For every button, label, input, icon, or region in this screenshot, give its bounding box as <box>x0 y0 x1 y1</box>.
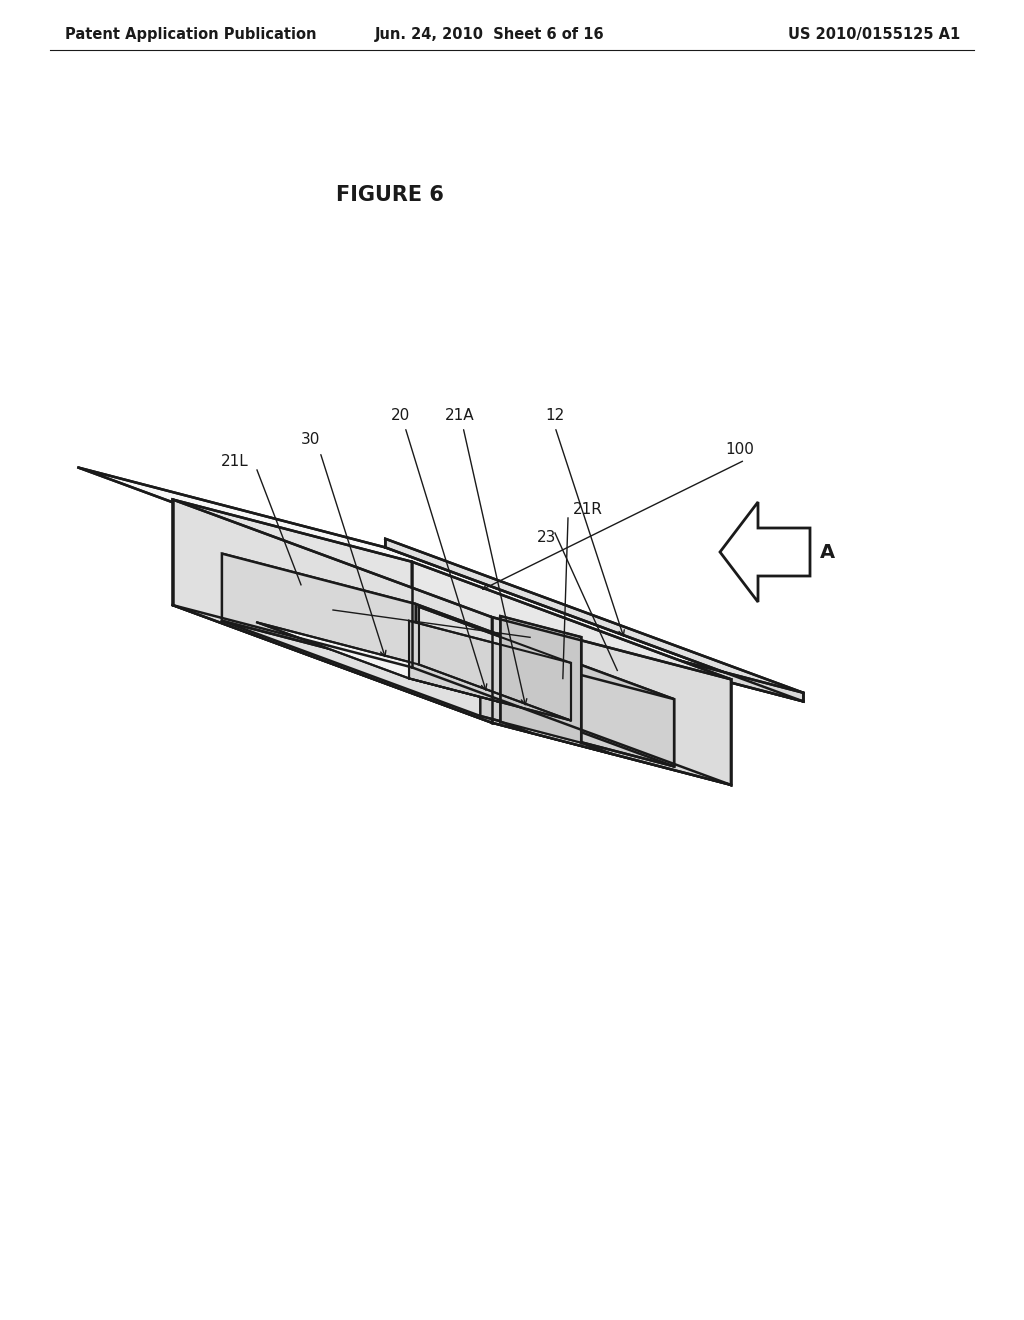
Text: 21L: 21L <box>221 454 249 470</box>
Polygon shape <box>720 502 810 602</box>
Polygon shape <box>222 553 674 700</box>
Text: 21B: 21B <box>310 615 340 630</box>
Text: 100: 100 <box>726 442 755 458</box>
Polygon shape <box>385 539 803 701</box>
Text: 21A: 21A <box>445 408 475 422</box>
Text: 30: 30 <box>300 433 319 447</box>
Polygon shape <box>173 499 412 668</box>
Polygon shape <box>492 618 731 785</box>
Polygon shape <box>480 649 674 767</box>
Polygon shape <box>222 553 416 671</box>
Polygon shape <box>409 620 570 721</box>
Text: Patent Application Publication: Patent Application Publication <box>65 28 316 42</box>
Polygon shape <box>501 616 581 743</box>
Text: 21R: 21R <box>573 503 603 517</box>
Polygon shape <box>79 467 803 701</box>
Text: 12: 12 <box>546 408 564 422</box>
Polygon shape <box>419 607 570 721</box>
Polygon shape <box>412 562 731 785</box>
Polygon shape <box>497 612 803 701</box>
Text: 20: 20 <box>390 408 410 422</box>
Text: US 2010/0155125 A1: US 2010/0155125 A1 <box>787 28 961 42</box>
Text: 23: 23 <box>538 531 557 545</box>
Text: FIGURE 6: FIGURE 6 <box>336 185 444 205</box>
Polygon shape <box>501 722 611 754</box>
Text: Jun. 24, 2010  Sheet 6 of 16: Jun. 24, 2010 Sheet 6 of 16 <box>375 28 605 42</box>
Text: A: A <box>820 543 836 561</box>
Polygon shape <box>416 605 674 767</box>
Polygon shape <box>257 623 570 721</box>
Polygon shape <box>173 499 492 723</box>
Polygon shape <box>173 605 731 785</box>
